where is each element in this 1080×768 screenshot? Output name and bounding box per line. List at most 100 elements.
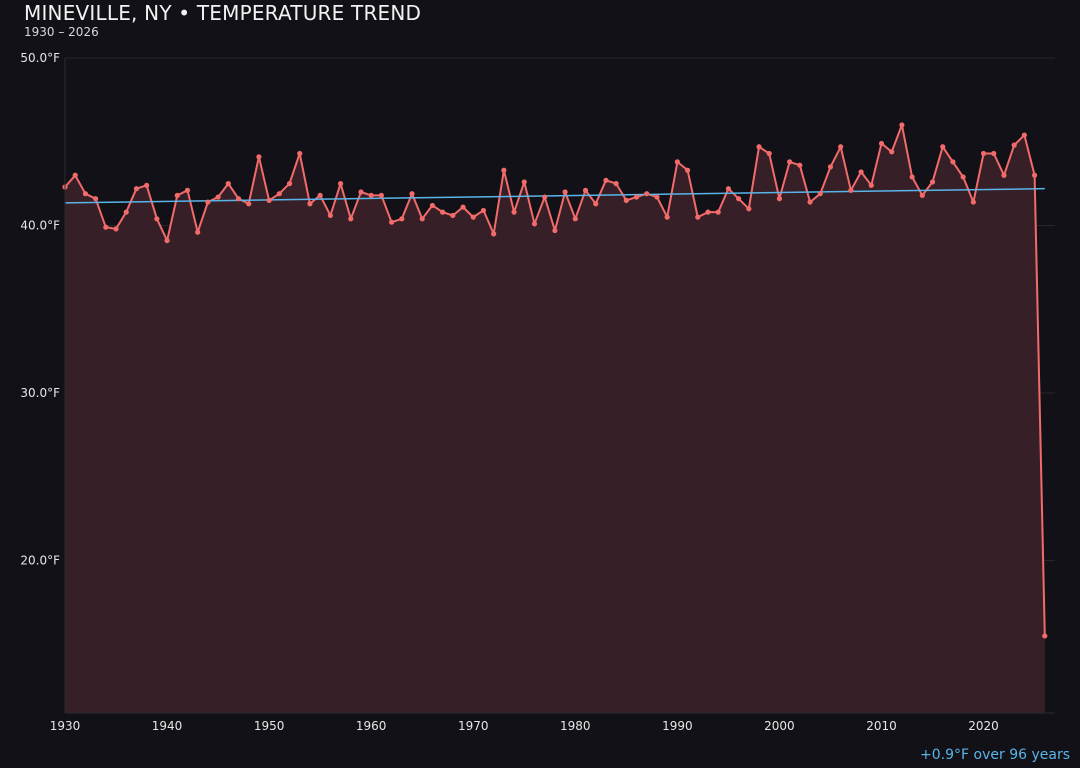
data-point [950, 159, 956, 165]
data-point [623, 197, 629, 203]
data-point [113, 226, 119, 232]
data-point [817, 191, 823, 197]
data-point [674, 159, 680, 165]
data-point [878, 140, 885, 147]
data-point [838, 144, 844, 150]
data-point [225, 181, 231, 187]
x-tick-label: 2020 [968, 719, 999, 733]
data-point [919, 192, 925, 198]
x-tick-label: 1980 [560, 719, 591, 733]
data-point [960, 174, 966, 180]
data-point [531, 221, 538, 227]
data-point [787, 159, 793, 165]
data-point [776, 196, 783, 202]
data-point [562, 189, 568, 195]
y-tick-label: 40.0°F [20, 219, 60, 233]
data-point [215, 194, 221, 200]
data-point [705, 209, 711, 215]
data-point [695, 214, 701, 220]
data-point [205, 199, 211, 205]
chart-subtitle: 1930 – 2026 [24, 25, 99, 39]
data-point [858, 169, 864, 175]
trend-annotation: +0.9°F over 96 years [920, 747, 1070, 763]
data-point [827, 164, 834, 170]
data-point [154, 216, 160, 222]
data-point [797, 162, 803, 168]
data-point [133, 186, 140, 192]
data-point [144, 182, 150, 188]
data-point [450, 212, 456, 219]
data-point [593, 201, 599, 207]
data-point [1021, 132, 1027, 138]
data-point [409, 191, 415, 197]
data-point [715, 209, 721, 215]
data-point [899, 122, 905, 128]
x-tick-label: 2000 [764, 719, 795, 733]
data-point [807, 199, 813, 205]
x-tick-label: 1950 [254, 719, 285, 733]
data-point [286, 181, 293, 187]
data-point [929, 179, 936, 185]
data-point [848, 187, 854, 193]
trend-layer [64, 187, 1045, 204]
data-point [174, 192, 180, 198]
data-point [246, 201, 252, 207]
data-point [460, 204, 466, 210]
points-layer [62, 122, 1048, 639]
y-tick-label: 20.0°F [20, 554, 60, 568]
data-point [358, 189, 364, 195]
data-point [103, 224, 109, 230]
chart-title: MINEVILLE, NY • TEMPERATURE TREND [24, 1, 422, 25]
data-point [235, 196, 242, 202]
data-point [521, 179, 527, 185]
y-tick-label: 50.0°F [20, 51, 60, 65]
data-point [93, 196, 99, 202]
data-point [429, 202, 436, 209]
data-point [123, 209, 129, 215]
data-point [256, 154, 262, 160]
x-tick-label: 2010 [866, 719, 897, 733]
data-point [307, 201, 313, 207]
data-point [603, 177, 609, 183]
data-point [317, 192, 323, 198]
area-fill [65, 125, 1045, 713]
data-point [195, 229, 201, 235]
data-point [582, 187, 589, 193]
data-point [756, 144, 762, 150]
data-point [572, 216, 578, 222]
x-tick-label: 1930 [50, 719, 81, 733]
data-point [470, 214, 476, 220]
data-point [746, 206, 752, 212]
data-point [164, 237, 170, 244]
data-point [1031, 172, 1038, 178]
data-point [633, 194, 640, 200]
x-tick-label: 1940 [152, 719, 183, 733]
data-point [368, 192, 374, 198]
data-point [266, 197, 272, 203]
data-point [82, 191, 89, 197]
data-point [766, 150, 772, 157]
data-point [1001, 172, 1007, 178]
area-layer [64, 124, 1046, 713]
x-tick-label: 1970 [458, 719, 489, 733]
data-point [980, 150, 987, 157]
data-point [419, 216, 425, 222]
data-point [276, 191, 282, 197]
x-tick-label: 1990 [662, 719, 693, 733]
data-point [480, 207, 487, 214]
data-point [613, 181, 619, 187]
data-point [511, 209, 517, 215]
data-point [684, 167, 691, 173]
data-point [1042, 633, 1048, 639]
data-point [378, 192, 384, 198]
data-point [991, 150, 997, 157]
data-point [542, 194, 548, 200]
data-point [654, 194, 660, 200]
data-point [440, 209, 446, 215]
data-point [72, 172, 78, 178]
data-point [552, 227, 558, 234]
data-point [399, 216, 405, 222]
data-point [327, 212, 333, 219]
data-point [909, 174, 915, 180]
